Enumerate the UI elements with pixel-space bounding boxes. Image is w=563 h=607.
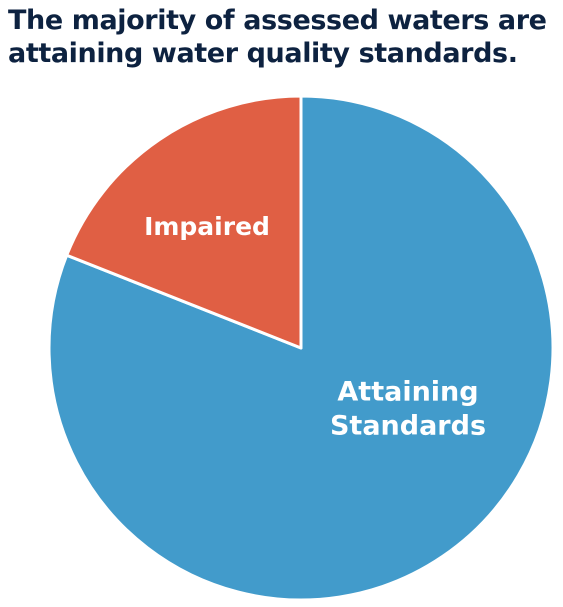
chart-title-line-2: attaining water quality standards. — [8, 38, 518, 69]
pie-label-line: Standards — [330, 410, 486, 441]
pie-label-line: Attaining — [337, 376, 478, 407]
pie-label-line: Impaired — [144, 212, 270, 241]
pie-labels: Attaining Standards Impaired — [144, 212, 486, 442]
chart-title-line-1: The majority of assessed waters are — [8, 5, 547, 36]
pie-label-attaining-standards: Attaining Standards — [330, 376, 486, 441]
pie-slice-impaired — [65, 94, 303, 350]
chart-title: The majority of assessed waters are atta… — [8, 4, 558, 70]
pie-slices — [47, 94, 555, 602]
pie-label-impaired: Impaired — [144, 212, 270, 241]
